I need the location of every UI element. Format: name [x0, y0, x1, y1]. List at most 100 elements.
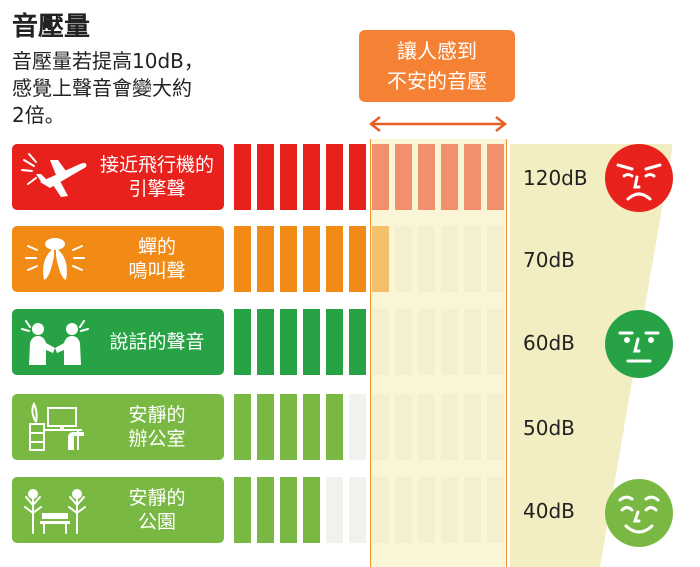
level-segment-unlit: [487, 309, 504, 375]
label-line: 說話的聲音: [109, 331, 205, 353]
level-segment-unlit: [395, 394, 412, 460]
level-segment-unlit: [441, 226, 458, 292]
level-segment-lit: [303, 309, 320, 375]
label-line: 引擎聲: [128, 178, 186, 200]
level-segment-unlit: [418, 309, 435, 375]
level-segment-unlit: [464, 226, 481, 292]
level-segment-unlit: [395, 477, 412, 543]
level-segment-lit: [234, 477, 251, 543]
level-bars-airplane: [234, 144, 510, 210]
level-segment-unlit: [326, 477, 343, 543]
level-segment-lit: [303, 477, 320, 543]
neutral-face-icon: [605, 310, 673, 378]
label-line: 安靜的: [128, 404, 186, 426]
level-segment-unlit: [372, 309, 389, 375]
sound-source-label: 說話的聲音: [94, 309, 220, 375]
level-segment-lit: [257, 144, 274, 210]
airplane-icon: [21, 153, 87, 197]
label-line: 辦公室: [128, 428, 186, 450]
office-desk-icon: [29, 402, 84, 451]
unsafe-zone-label-line-2: 不安的音壓: [387, 69, 487, 93]
level-segment-lit: [487, 144, 504, 210]
level-segment-lit: [280, 394, 297, 460]
level-segment-unlit: [349, 477, 366, 543]
decibel-label: 50dB: [523, 416, 575, 440]
level-segment-unlit: [441, 394, 458, 460]
sound-row-cicada: 蟬的 鳴叫聲: [12, 226, 224, 292]
level-bars-park: [234, 477, 510, 543]
level-segment-unlit: [418, 477, 435, 543]
label-line: 接近飛行機的: [99, 154, 214, 176]
level-segment-lit: [418, 144, 435, 210]
level-segment-lit: [280, 309, 297, 375]
level-segment-lit: [395, 144, 412, 210]
level-segment-lit: [349, 309, 366, 375]
level-segment-unlit: [372, 394, 389, 460]
sound-row-airplane: 接近飛行機的 引擎聲: [12, 144, 224, 210]
level-segment-unlit: [487, 226, 504, 292]
level-segment-unlit: [464, 477, 481, 543]
sound-source-label: 接近飛行機的 引擎聲: [94, 144, 220, 210]
level-segment-unlit: [441, 477, 458, 543]
unsafe-zone-label-line-1: 讓人感到: [397, 39, 477, 63]
level-segment-unlit: [395, 226, 412, 292]
decibel-label: 60dB: [523, 331, 575, 355]
level-segment-lit: [257, 394, 274, 460]
sound-row-talking: 說話的聲音: [12, 309, 224, 375]
level-segment-lit: [234, 309, 251, 375]
level-segment-lit: [303, 144, 320, 210]
level-segment-lit: [234, 394, 251, 460]
page-title: 音壓量: [12, 12, 91, 42]
decibel-label: 70dB: [523, 248, 575, 272]
sound-source-label: 蟬的 鳴叫聲: [94, 226, 220, 292]
decibel-label: 120dB: [523, 166, 588, 190]
level-segment-lit: [326, 394, 343, 460]
cicada-icon: [25, 238, 85, 280]
level-segment-lit: [326, 309, 343, 375]
unhappy-face-icon: [605, 144, 673, 212]
intro-line-2: 感覺上聲音會變大約: [12, 76, 192, 100]
level-segment-lit: [464, 144, 481, 210]
level-segment-unlit: [464, 309, 481, 375]
level-segment-lit: [280, 144, 297, 210]
label-line: 公園: [137, 511, 176, 533]
level-bars-cicada: [234, 226, 510, 292]
level-bars-office: [234, 394, 510, 460]
park-bench-icon: [24, 489, 86, 534]
intro-line-3: 2倍。: [12, 103, 65, 127]
level-segment-unlit: [372, 477, 389, 543]
sound-source-label: 安靜的 辦公室: [94, 394, 220, 460]
level-segment-lit: [257, 226, 274, 292]
level-segment-lit: [372, 226, 389, 292]
intro-line-1: 音壓量若提高10dB，: [12, 49, 204, 73]
level-segment-lit: [349, 144, 366, 210]
level-segment-lit: [280, 477, 297, 543]
level-segment-lit: [280, 226, 297, 292]
unsafe-zone-label: 讓人感到 不安的音壓: [359, 30, 515, 102]
unsafe-zone-range-arrow: [369, 116, 507, 132]
level-segment-lit: [257, 477, 274, 543]
level-segment-lit: [234, 144, 251, 210]
level-segment-unlit: [418, 226, 435, 292]
level-segment-unlit: [441, 309, 458, 375]
level-segment-unlit: [487, 394, 504, 460]
level-segment-lit: [326, 226, 343, 292]
level-segment-lit: [303, 394, 320, 460]
level-segment-unlit: [487, 477, 504, 543]
level-segment-unlit: [395, 309, 412, 375]
level-segment-unlit: [464, 394, 481, 460]
level-segment-unlit: [418, 394, 435, 460]
sound-row-park: 安靜的 公園: [12, 477, 224, 543]
happy-face-icon: [605, 479, 673, 547]
level-segment-lit: [372, 144, 389, 210]
label-line: 安靜的: [128, 487, 186, 509]
label-line: 蟬的: [137, 236, 176, 258]
intro-text: 音壓量若提高10dB， 感覺上聲音會變大約 2倍。: [12, 48, 204, 129]
level-bars-talking: [234, 309, 510, 375]
label-line: 鳴叫聲: [128, 260, 186, 282]
talking-people-icon: [21, 320, 89, 365]
sound-source-label: 安靜的 公園: [94, 477, 220, 543]
decibel-label: 40dB: [523, 499, 575, 523]
level-segment-lit: [326, 144, 343, 210]
